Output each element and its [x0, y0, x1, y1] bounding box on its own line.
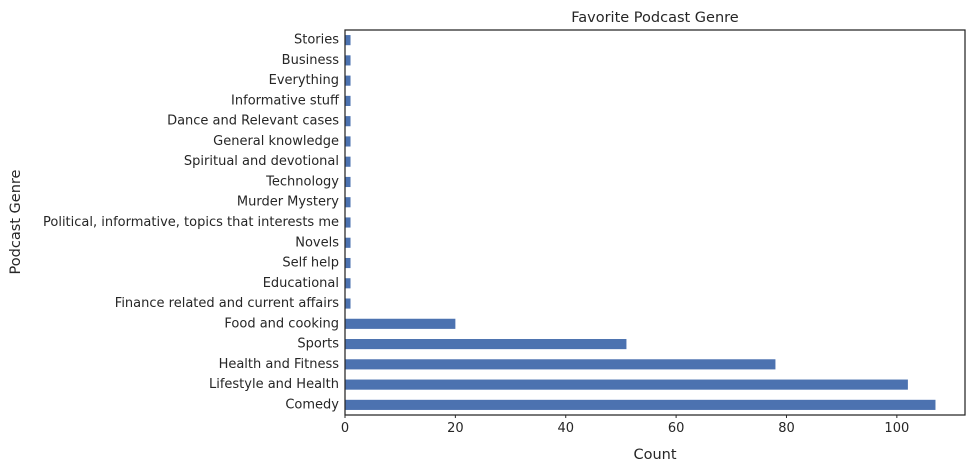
bar — [345, 399, 936, 410]
bar — [345, 176, 351, 188]
bar — [345, 197, 351, 208]
y-tick-label: Finance related and current affairs — [115, 296, 339, 311]
y-tick-label: Comedy — [285, 397, 339, 412]
y-tick-label: Sports — [297, 337, 339, 352]
y-tick-label: Technology — [265, 174, 339, 189]
bar — [345, 257, 351, 269]
bar — [345, 95, 351, 106]
plot-frame — [344, 29, 966, 416]
y-tick-label: Political, informative, topics that inte… — [43, 215, 339, 230]
y-tick-label: General knowledge — [213, 134, 339, 149]
bar — [345, 339, 627, 350]
x-ticks: 0 20 40 60 80 100 — [341, 415, 909, 436]
y-tick-label: Business — [282, 53, 340, 68]
x-tick-label: 100 — [884, 421, 909, 436]
y-tick-labels: Comedy Lifestyle and Health Health and Fit… — [43, 33, 340, 413]
y-tick-label: Health and Fitness — [219, 357, 340, 372]
bar — [345, 237, 351, 248]
x-tick-label: 80 — [778, 421, 795, 436]
bar — [345, 55, 351, 66]
y-tick-label: Stories — [294, 33, 339, 48]
y-tick-label: Informative stuff — [231, 93, 340, 108]
y-tick-label: Spiritual and devotional — [184, 154, 339, 169]
y-tick-label: Novels — [295, 235, 339, 250]
bar — [345, 379, 908, 390]
x-tick-label: 20 — [447, 421, 464, 436]
x-tick-label: 60 — [668, 421, 685, 436]
bar — [345, 35, 351, 46]
bar — [345, 278, 351, 289]
bar — [345, 298, 351, 309]
y-tick-label: Dance and Relevant cases — [167, 114, 339, 129]
y-tick-label: Food and cooking — [224, 316, 339, 331]
chart-title: Favorite Podcast Genre — [571, 10, 739, 26]
x-axis-title: Count — [633, 447, 676, 463]
x-tick-label: 0 — [341, 421, 349, 436]
y-tick-label: Lifestyle and Health — [209, 377, 339, 392]
x-tick-label: 40 — [557, 421, 574, 436]
bar — [345, 75, 351, 86]
y-tick-label: Self help — [282, 256, 339, 271]
bar — [345, 217, 351, 228]
y-tick-label: Educational — [263, 276, 339, 291]
bar — [345, 116, 351, 127]
bar — [345, 136, 351, 147]
y-axis-title: Podcast Genre — [8, 169, 24, 274]
y-tick-label: Everything — [269, 73, 339, 88]
y-tick-label: Murder Mystery — [237, 195, 339, 210]
bars-group — [345, 35, 936, 410]
bar — [345, 156, 351, 167]
bar — [345, 318, 456, 329]
bar — [345, 359, 776, 370]
